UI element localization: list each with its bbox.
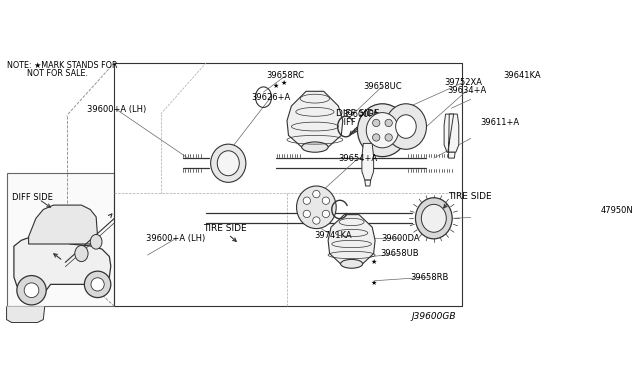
Polygon shape [29, 205, 97, 244]
Ellipse shape [358, 104, 408, 157]
Circle shape [372, 119, 380, 126]
Ellipse shape [385, 104, 426, 149]
Text: NOTE: ★MARK STANDS FOR: NOTE: ★MARK STANDS FOR [6, 61, 117, 70]
Text: 39600+A (LH): 39600+A (LH) [146, 234, 205, 243]
Text: 39600+A (LH): 39600+A (LH) [87, 105, 147, 114]
Circle shape [24, 283, 39, 298]
Text: 39611+A: 39611+A [481, 118, 520, 127]
Ellipse shape [90, 234, 102, 249]
Circle shape [17, 276, 46, 305]
Polygon shape [362, 144, 374, 180]
Text: 39641KA: 39641KA [503, 71, 541, 80]
Circle shape [322, 197, 330, 204]
Polygon shape [448, 114, 455, 158]
Text: ★: ★ [371, 280, 377, 286]
Text: 39658RC: 39658RC [266, 71, 305, 80]
Text: DIFF SIDE: DIFF SIDE [336, 109, 380, 118]
Circle shape [84, 271, 111, 298]
Polygon shape [444, 114, 459, 152]
Circle shape [303, 197, 310, 204]
Circle shape [372, 134, 380, 141]
Polygon shape [365, 180, 371, 186]
Polygon shape [6, 307, 45, 323]
Text: J39600GB: J39600GB [412, 312, 456, 321]
Text: 39626+A: 39626+A [252, 93, 291, 102]
Circle shape [385, 134, 392, 141]
Text: DIFF SIDE: DIFF SIDE [337, 118, 378, 127]
Text: 39634+A: 39634+A [447, 86, 486, 95]
Polygon shape [287, 91, 343, 147]
Ellipse shape [211, 144, 246, 182]
Ellipse shape [296, 186, 336, 228]
Text: ★: ★ [280, 80, 287, 86]
Circle shape [91, 278, 104, 291]
Ellipse shape [75, 246, 88, 262]
Ellipse shape [301, 142, 328, 152]
Text: NOT FOR SALE.: NOT FOR SALE. [6, 68, 88, 77]
Circle shape [385, 119, 392, 126]
Circle shape [303, 210, 310, 218]
Polygon shape [328, 215, 375, 264]
Ellipse shape [421, 204, 446, 232]
Text: 39658UB: 39658UB [380, 249, 419, 258]
Ellipse shape [340, 259, 363, 268]
Polygon shape [14, 237, 111, 293]
Text: 39658UC: 39658UC [363, 82, 402, 91]
Ellipse shape [396, 115, 416, 138]
Text: 39600DA: 39600DA [381, 234, 420, 243]
Ellipse shape [366, 113, 399, 148]
Text: 39741KA: 39741KA [314, 231, 352, 240]
Ellipse shape [415, 198, 452, 239]
Text: 39658RB: 39658RB [410, 273, 449, 282]
Text: TIRE SIDE: TIRE SIDE [449, 192, 492, 201]
Text: DIFF SIDE: DIFF SIDE [12, 193, 52, 202]
Text: ★: ★ [273, 83, 279, 89]
Polygon shape [6, 173, 115, 307]
Text: ★: ★ [371, 259, 377, 265]
Ellipse shape [217, 151, 239, 176]
Circle shape [313, 217, 320, 224]
Text: TIRE SIDE: TIRE SIDE [203, 224, 246, 233]
Text: 39654+A: 39654+A [339, 154, 378, 163]
Text: 47950N: 47950N [601, 206, 634, 215]
Circle shape [313, 190, 320, 198]
Text: 39752XA: 39752XA [444, 78, 482, 87]
Text: 39600FA: 39600FA [342, 110, 379, 119]
Circle shape [322, 210, 330, 218]
